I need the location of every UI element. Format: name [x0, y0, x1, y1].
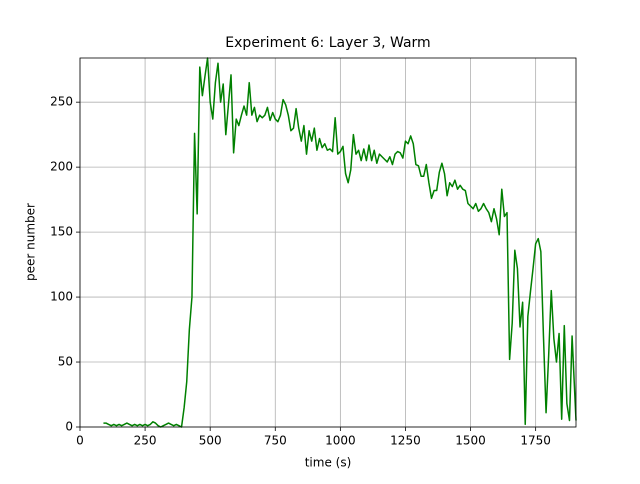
chart-title: Experiment 6: Layer 3, Warm: [225, 35, 430, 51]
y-tick-label: 200: [50, 160, 73, 174]
x-tick-label: 250: [134, 434, 157, 448]
x-tick-label: 1250: [390, 434, 421, 448]
y-axis-label: peer number: [24, 203, 38, 281]
y-tick-label: 0: [65, 420, 73, 434]
x-tick-label: 0: [76, 434, 84, 448]
x-tick-label: 750: [264, 434, 287, 448]
line: [103, 57, 577, 428]
y-tick-label: 100: [50, 290, 73, 304]
x-axis-label: time (s): [305, 456, 352, 470]
x-tick-label: 500: [199, 434, 222, 448]
x-tick-label: 1500: [455, 434, 486, 448]
y-tick-label: 50: [58, 355, 73, 369]
x-tick-label: 1750: [520, 434, 551, 448]
x-tick-label: 1000: [325, 434, 356, 448]
y-tick-label: 150: [50, 225, 73, 239]
plot-frame: [79, 57, 577, 428]
y-tick-label: 250: [50, 95, 73, 109]
